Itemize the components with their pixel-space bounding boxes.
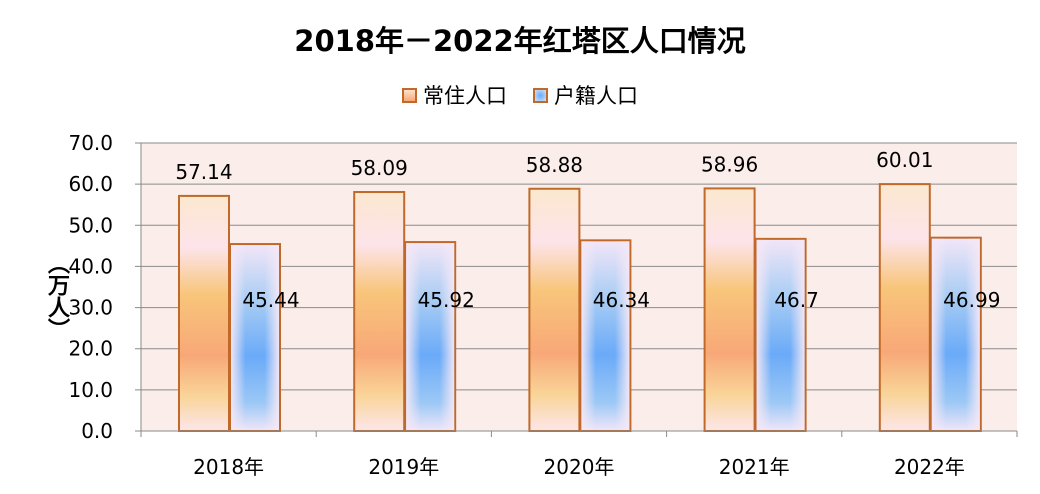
legend-item-registered: 户籍人口 <box>533 80 638 110</box>
y-tick-label: 30.0 <box>68 296 113 320</box>
bar-registered-shade <box>581 241 630 430</box>
y-tick-label: 60.0 <box>68 172 113 196</box>
y-tick-label: 10.0 <box>68 378 113 402</box>
bar-registered-shade <box>756 239 805 430</box>
bar-registered-shade <box>406 243 455 430</box>
legend-swatch-resident <box>402 87 417 103</box>
bar-registered-shade <box>231 245 279 430</box>
y-tick-label: 70.0 <box>68 131 113 155</box>
x-tick-label: 2018年 <box>193 455 264 479</box>
data-label-registered: 46.34 <box>593 288 650 312</box>
data-label-resident: 58.96 <box>701 152 758 176</box>
x-tick-label: 2020年 <box>544 455 615 479</box>
bar-resident <box>528 187 581 432</box>
bar-registered-shade <box>931 238 980 430</box>
legend-item-resident: 常住人口 <box>402 80 507 110</box>
y-tick-label: 0.0 <box>81 419 113 443</box>
bar-resident <box>353 191 406 432</box>
data-label-registered: 46.99 <box>943 288 1000 312</box>
data-label-resident: 58.88 <box>526 153 583 177</box>
data-label-resident: 60.01 <box>876 148 933 172</box>
legend-label-registered: 户籍人口 <box>554 84 638 108</box>
y-tick-label: 40.0 <box>68 254 113 278</box>
x-tick-label: 2022年 <box>894 455 965 479</box>
bar-resident <box>178 194 230 432</box>
y-axis-label: （万人） <box>44 252 69 340</box>
data-label-registered: 45.92 <box>418 288 475 312</box>
x-tick-label: 2021年 <box>719 455 790 479</box>
data-label-registered: 45.44 <box>242 288 299 312</box>
data-label-registered: 46.7 <box>774 288 819 312</box>
y-tick-label: 20.0 <box>68 337 113 361</box>
x-tick-label: 2019年 <box>368 455 439 479</box>
legend-label-resident: 常住人口 <box>423 84 507 108</box>
y-tick-label: 50.0 <box>68 213 113 237</box>
chart-title: 2018年－2022年红塔区人口情况 <box>294 24 746 58</box>
bar-resident <box>878 183 931 432</box>
legend-swatch-registered <box>533 87 548 103</box>
data-label-resident: 58.09 <box>351 156 408 180</box>
bar-resident <box>703 187 756 432</box>
legend: 常住人口 户籍人口 <box>0 80 1040 110</box>
data-label-resident: 57.14 <box>175 160 232 184</box>
